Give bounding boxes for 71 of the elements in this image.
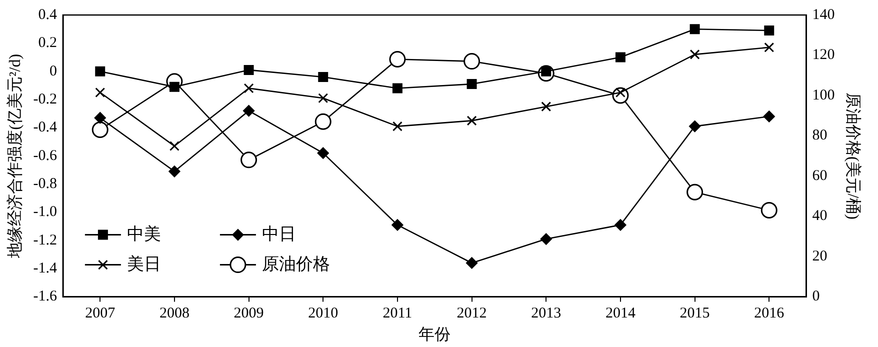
point [466, 257, 478, 269]
y2-tick-label: 140 [812, 6, 835, 23]
y2-axis-title: 原油价格(美元/桶) [844, 92, 862, 220]
y-tick-label: -1.6 [33, 288, 58, 305]
point [244, 83, 254, 94]
point [689, 120, 701, 132]
y2-tick-label: 40 [812, 208, 828, 224]
point [540, 233, 552, 245]
point [764, 26, 774, 36]
point [243, 105, 255, 117]
point [392, 219, 404, 231]
y2-tick-label: 0 [812, 288, 820, 305]
x-tick-label: 2013 [531, 306, 562, 322]
legend-label: 美日 [126, 254, 161, 274]
y-tick-label: 0.4 [38, 6, 58, 23]
y-tick-label: -1.4 [33, 260, 58, 277]
y2-tick-label: 100 [812, 87, 835, 104]
y-axis-title: 地缘经济合作强度(亿美元²/d) [6, 54, 24, 259]
x-tick-label: 2011 [382, 306, 412, 322]
point [541, 102, 552, 112]
point [318, 93, 328, 104]
point [686, 184, 704, 200]
x-axis-title: 年份 [418, 326, 451, 344]
point [94, 112, 106, 124]
x-tick-label: 2008 [159, 306, 190, 322]
x-tick-label: 2012 [456, 306, 487, 322]
legend-label: 原油价格 [262, 254, 330, 274]
point [240, 152, 258, 168]
y2-tick-label: 120 [812, 47, 835, 64]
x-tick-label: 2010 [308, 306, 338, 322]
point [392, 121, 402, 132]
point [615, 52, 626, 62]
point [169, 82, 180, 92]
point [168, 166, 180, 178]
point [392, 83, 402, 94]
point [244, 64, 254, 75]
y-tick-label: -1.2 [33, 232, 57, 248]
point [466, 116, 477, 126]
point [760, 202, 778, 218]
point [464, 53, 480, 70]
point [92, 121, 108, 138]
point [169, 141, 180, 152]
y-tick-label: -0.4 [33, 120, 58, 136]
point [314, 113, 332, 130]
y-tick-label: -1.0 [33, 204, 57, 220]
y-tick-label: -0.2 [33, 91, 57, 108]
x-tick-label: 2016 [754, 306, 785, 322]
x-tick-label: 2009 [234, 306, 264, 322]
point [95, 88, 106, 98]
point [690, 49, 700, 60]
x-tick-label: 2014 [605, 306, 636, 322]
legend-label: 中日 [262, 224, 296, 244]
y2-tick-label: 20 [812, 248, 828, 264]
point [466, 79, 477, 90]
x-tick-label: 2007 [85, 306, 116, 322]
point [317, 147, 329, 159]
point [95, 66, 106, 76]
point [318, 72, 328, 82]
x-tick-label: 2015 [680, 306, 710, 322]
point [389, 51, 406, 68]
point [763, 110, 775, 122]
point [690, 24, 700, 34]
y-tick-label: 0 [49, 63, 57, 80]
y-tick-label: 0.2 [38, 35, 57, 52]
y2-tick-label: 80 [812, 128, 828, 144]
y-tick-label: -0.6 [33, 148, 58, 164]
y-tick-label: -0.8 [33, 176, 57, 192]
point [764, 42, 774, 52]
legend-label: 中美 [126, 224, 161, 244]
point [614, 219, 626, 231]
y2-tick-label: 60 [812, 168, 828, 184]
